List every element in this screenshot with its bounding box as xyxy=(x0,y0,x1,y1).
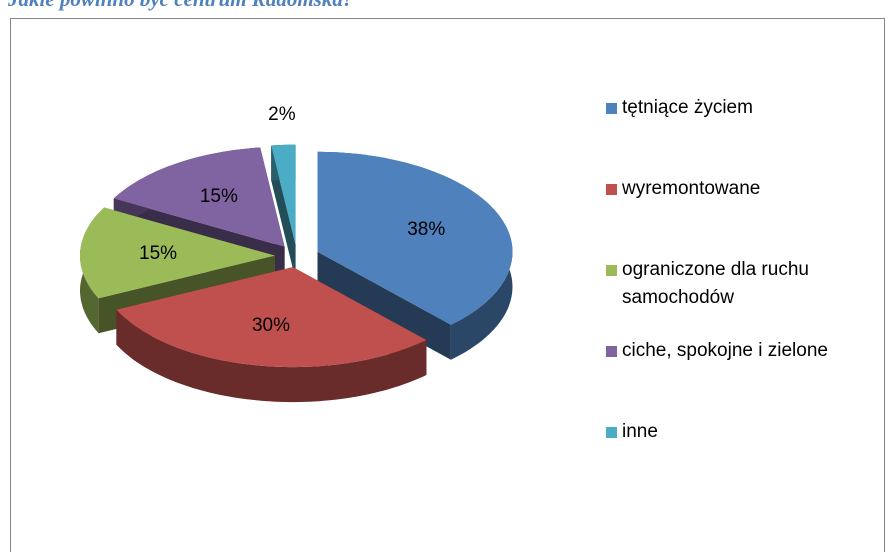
data-label: 30% xyxy=(252,315,290,336)
slice xyxy=(116,267,427,368)
legend-entry: inne xyxy=(606,418,886,446)
slice xyxy=(271,144,296,245)
legend-label: wyremontowane xyxy=(622,178,761,199)
legend-entry: ciche, spokojne i zielone xyxy=(606,337,886,365)
legend-entry: tętniące życiem xyxy=(606,94,886,122)
chart-title: Jakie powinno być centrum Radomska? xyxy=(8,0,353,12)
legend-label: inne xyxy=(622,421,658,442)
data-label: 38% xyxy=(407,219,445,240)
legend-swatch xyxy=(606,346,617,357)
data-label: 15% xyxy=(200,186,238,207)
legend-label: ciche, spokojne i zielone xyxy=(622,340,828,361)
legend-swatch xyxy=(606,103,617,114)
legend-label: ograniczone dla ruchu samochodów xyxy=(622,259,809,308)
slice xyxy=(317,151,513,325)
legend-swatch xyxy=(606,265,617,276)
data-label: 2% xyxy=(268,104,296,125)
legend-entry: ograniczone dla ruchu samochodów xyxy=(606,256,886,312)
slice xyxy=(113,147,285,247)
data-label: 15% xyxy=(139,243,177,264)
legend-label: tętniące życiem xyxy=(622,97,753,118)
slice xyxy=(80,207,275,299)
pie: 38% 30% 15% 15% 2% xyxy=(80,104,513,403)
legend-entry: wyremontowane xyxy=(606,175,886,203)
legend-swatch xyxy=(606,427,617,438)
slice-side xyxy=(116,309,427,403)
legend-swatch xyxy=(606,184,617,195)
slice-side xyxy=(317,251,451,360)
